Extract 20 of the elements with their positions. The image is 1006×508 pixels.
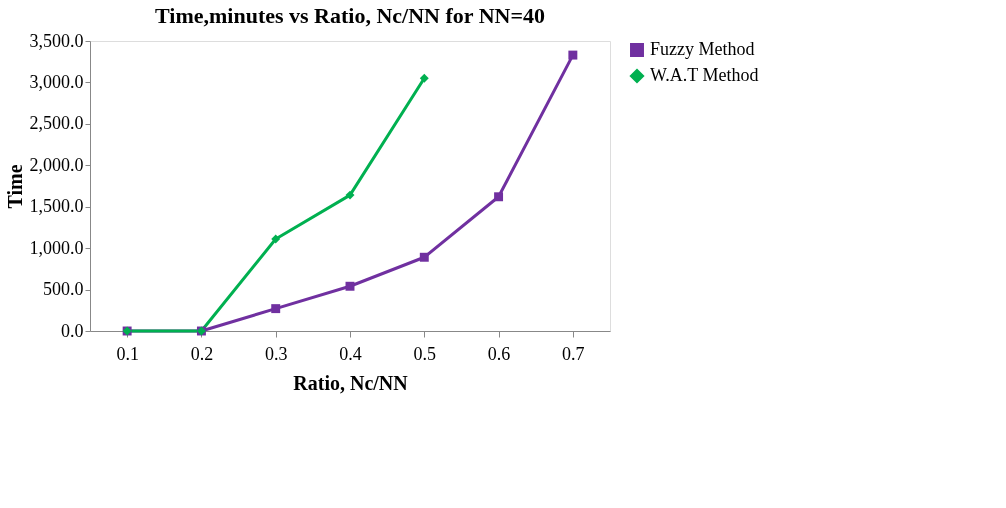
legend-label: Fuzzy Method xyxy=(650,39,755,59)
y-tick-label: 2,000.0 xyxy=(29,154,84,175)
y-tick-label: 2,500.0 xyxy=(29,113,84,134)
y-tick-label: 500.0 xyxy=(43,279,84,300)
y-tick-label: 1,500.0 xyxy=(29,196,84,217)
x-tick-label: 0.4 xyxy=(339,343,362,364)
x-tick-label: 0.3 xyxy=(264,343,288,364)
x-tick-label: 0.7 xyxy=(562,343,585,364)
x-tick-label: 0.2 xyxy=(190,343,214,364)
y-tick-label: 3,500.0 xyxy=(29,30,84,51)
y-axis-title: Time xyxy=(3,164,26,209)
legend-label: W.A.T Method xyxy=(650,65,759,85)
y-tick-label: 0.0 xyxy=(61,320,84,341)
chart-title: Time,minutes vs Ratio, Nc/NN for NN=40 xyxy=(155,3,545,28)
x-tick-label: 0.5 xyxy=(413,343,437,364)
x-axis-title: Ratio, Nc/NN xyxy=(293,371,409,394)
y-tick-label: 3,000.0 xyxy=(29,71,84,92)
y-tick-label: 1,000.0 xyxy=(29,237,84,258)
x-tick-label: 0.6 xyxy=(487,343,511,364)
x-tick-label: 0.1 xyxy=(116,343,139,364)
